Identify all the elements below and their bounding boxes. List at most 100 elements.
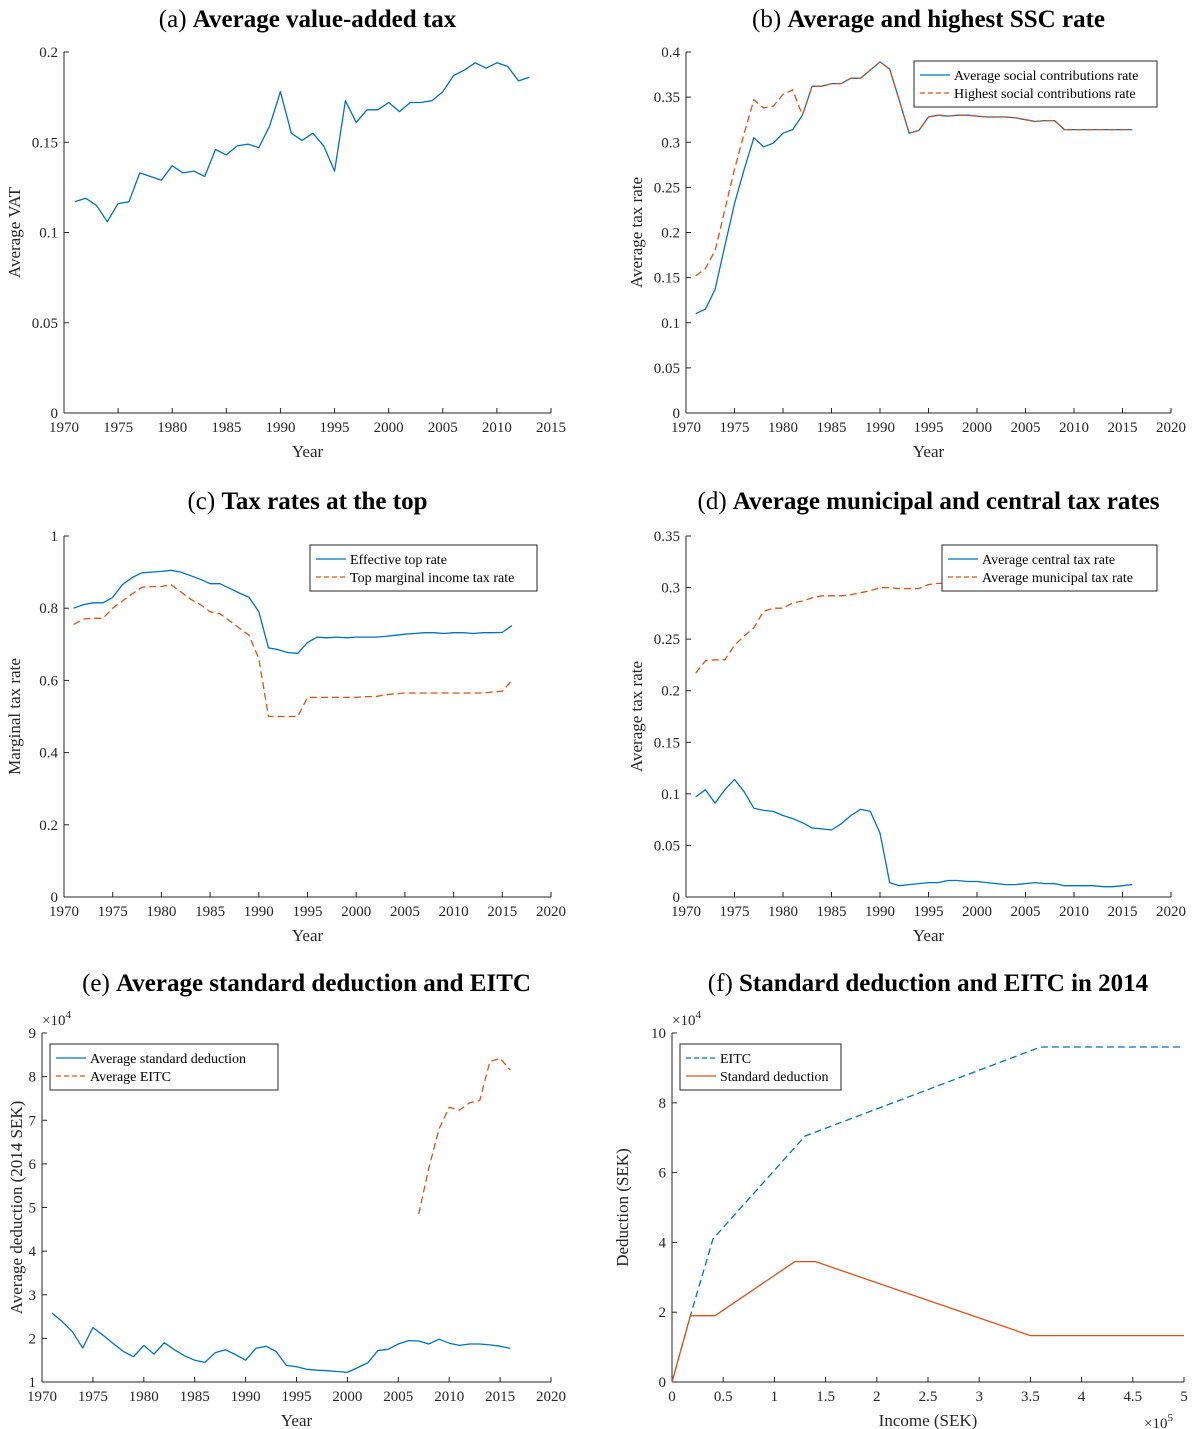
- chart-panel-a: (a) Average value-added tax 1970 1975 1980 1…: [5, 6, 566, 461]
- y-multiplier: ×104: [672, 1009, 701, 1029]
- chart-title: (e) Average standard deduction and EITC: [82, 970, 531, 997]
- panel-letter: (e): [82, 970, 116, 997]
- series-line-1: [418, 1057, 511, 1215]
- title-text: Tax rates at the top: [221, 488, 427, 515]
- x-tick-label: 1975: [720, 420, 750, 436]
- y-tick-label: 0.4: [39, 746, 58, 762]
- y-multiplier-exp: 4: [65, 1009, 71, 1021]
- y-tick-label: 0.8: [39, 601, 58, 617]
- legend-box: [913, 60, 1158, 108]
- y-tick-label: 9: [29, 1026, 37, 1042]
- y-tick-label: 3: [29, 1288, 37, 1304]
- x-tick-label: 1985: [195, 904, 225, 920]
- x-tick-label: 1985: [817, 420, 847, 436]
- x-tick-label: 2005: [1011, 420, 1041, 436]
- x-tick-label: 2: [873, 1389, 881, 1405]
- chart-panel-d: (d) Average municipal and central tax ra…: [627, 488, 1186, 945]
- y-tick-label: 1: [29, 1375, 37, 1391]
- x-tick-label: 2000: [962, 904, 992, 920]
- x-multiplier-exp: 5: [1167, 1412, 1173, 1424]
- x-tick-label: 2005: [390, 904, 420, 920]
- x-tick-label: 1970: [27, 1389, 57, 1405]
- x-tick-label: 2015: [536, 420, 566, 436]
- panel-letter: (a): [159, 6, 193, 33]
- legend-box: [941, 544, 1158, 592]
- series-line-1: [671, 1260, 1184, 1383]
- legend-label: Standard deduction: [720, 1070, 828, 1085]
- x-tick-label: 1980: [768, 420, 798, 436]
- y-tick-label: 0.35: [654, 90, 680, 106]
- y-tick-label: 0.2: [661, 684, 680, 700]
- y-tick-label: 0.1: [39, 226, 58, 242]
- y-axis-label: Average VAT: [5, 186, 24, 278]
- y-multiplier-exp: 4: [695, 1009, 701, 1021]
- x-tick-label: 1970: [671, 420, 701, 436]
- x-tick-label: 2020: [536, 1389, 566, 1405]
- series-line-0: [671, 1046, 1184, 1383]
- x-tick-label: 2010: [1059, 904, 1089, 920]
- panel-letter: (d): [698, 488, 733, 515]
- x-tick-label: 2015: [1108, 420, 1138, 436]
- x-tick-label: 1995: [293, 904, 323, 920]
- legend-label: Effective top rate: [350, 553, 447, 568]
- chart-panel-e: (e) Average standard deduction and EITC 1…: [7, 970, 566, 1429]
- x-tick-label: 2.5: [919, 1389, 938, 1405]
- x-tick-label: 2005: [428, 420, 458, 436]
- y-tick-label: 0.05: [654, 838, 680, 854]
- legend-label: Average municipal tax rate: [982, 571, 1133, 586]
- x-tick-label: 1990: [865, 420, 895, 436]
- y-tick-label: 0.6: [39, 673, 58, 689]
- x-tick-label: 1980: [157, 420, 187, 436]
- panel-letter: (f): [708, 970, 739, 997]
- x-tick-label: 5: [1180, 1389, 1188, 1405]
- x-tick-label: 1990: [865, 904, 895, 920]
- x-tick-label: 2010: [439, 904, 469, 920]
- y-tick-label: 4: [659, 1235, 667, 1251]
- x-tick-label: 2000: [341, 904, 371, 920]
- x-tick-label: 2020: [1156, 420, 1186, 436]
- chart-panel-b: (b) Average and highest SSC rate 1970 1975…: [627, 6, 1186, 461]
- y-tick-label: 0.05: [32, 316, 58, 332]
- title-text: Average value-added tax: [193, 6, 457, 33]
- x-tick-label: 2005: [383, 1389, 413, 1405]
- x-axis-label: Income (SEK): [879, 1411, 978, 1429]
- x-tick-label: 4.5: [1123, 1389, 1142, 1405]
- x-tick-label: 3.5: [1021, 1389, 1040, 1405]
- y-tick-label: 0.2: [39, 45, 58, 61]
- y-tick-label: 4: [29, 1244, 37, 1260]
- series-line-0: [695, 778, 1133, 888]
- y-tick-label: 5: [29, 1201, 37, 1217]
- x-tick-label: 1975: [720, 904, 750, 920]
- series-line-0: [51, 1312, 511, 1374]
- y-tick-label: 0: [673, 406, 681, 422]
- y-tick-label: 0.4: [661, 45, 680, 61]
- x-tick-label: 2005: [1011, 904, 1041, 920]
- legend-box: [49, 1043, 279, 1091]
- y-axis-label: Deduction (SEK): [613, 1148, 632, 1267]
- y-tick-label: 0.3: [661, 581, 680, 597]
- series-line-1: [695, 61, 1133, 277]
- x-tick-label: 1995: [914, 420, 944, 436]
- y-tick-label: 0.25: [654, 632, 680, 648]
- legend-label: EITC: [720, 1052, 751, 1067]
- title-text: Average municipal and central tax rates: [733, 488, 1160, 515]
- y-tick-label: 0.25: [654, 180, 680, 196]
- x-tick-label: 2010: [1059, 420, 1089, 436]
- x-tick-label: 1985: [817, 904, 847, 920]
- y-axis-label: Marginal tax rate: [5, 658, 24, 775]
- y-tick-label: 10: [651, 1026, 666, 1042]
- x-tick-label: 2015: [1108, 904, 1138, 920]
- y-tick-label: 0.3: [661, 135, 680, 151]
- y-tick-label: 2: [659, 1305, 667, 1321]
- x-tick-label: 2015: [485, 1389, 515, 1405]
- chart-title: (d) Average municipal and central tax ra…: [698, 488, 1160, 515]
- y-tick-label: 0.05: [654, 361, 680, 377]
- x-tick-label: 1970: [49, 420, 79, 436]
- chart-panel-c: (c) Tax rates at the top 1970 1975 1980 1985…: [5, 488, 566, 945]
- title-text: Average standard deduction and EITC: [116, 970, 531, 997]
- x-axis-label: Year: [913, 442, 945, 461]
- x-tick-label: 1.5: [816, 1389, 835, 1405]
- x-tick-label: 0: [668, 1389, 676, 1405]
- y-tick-label: 0.2: [661, 226, 680, 242]
- y-tick-label: 0.1: [661, 787, 680, 803]
